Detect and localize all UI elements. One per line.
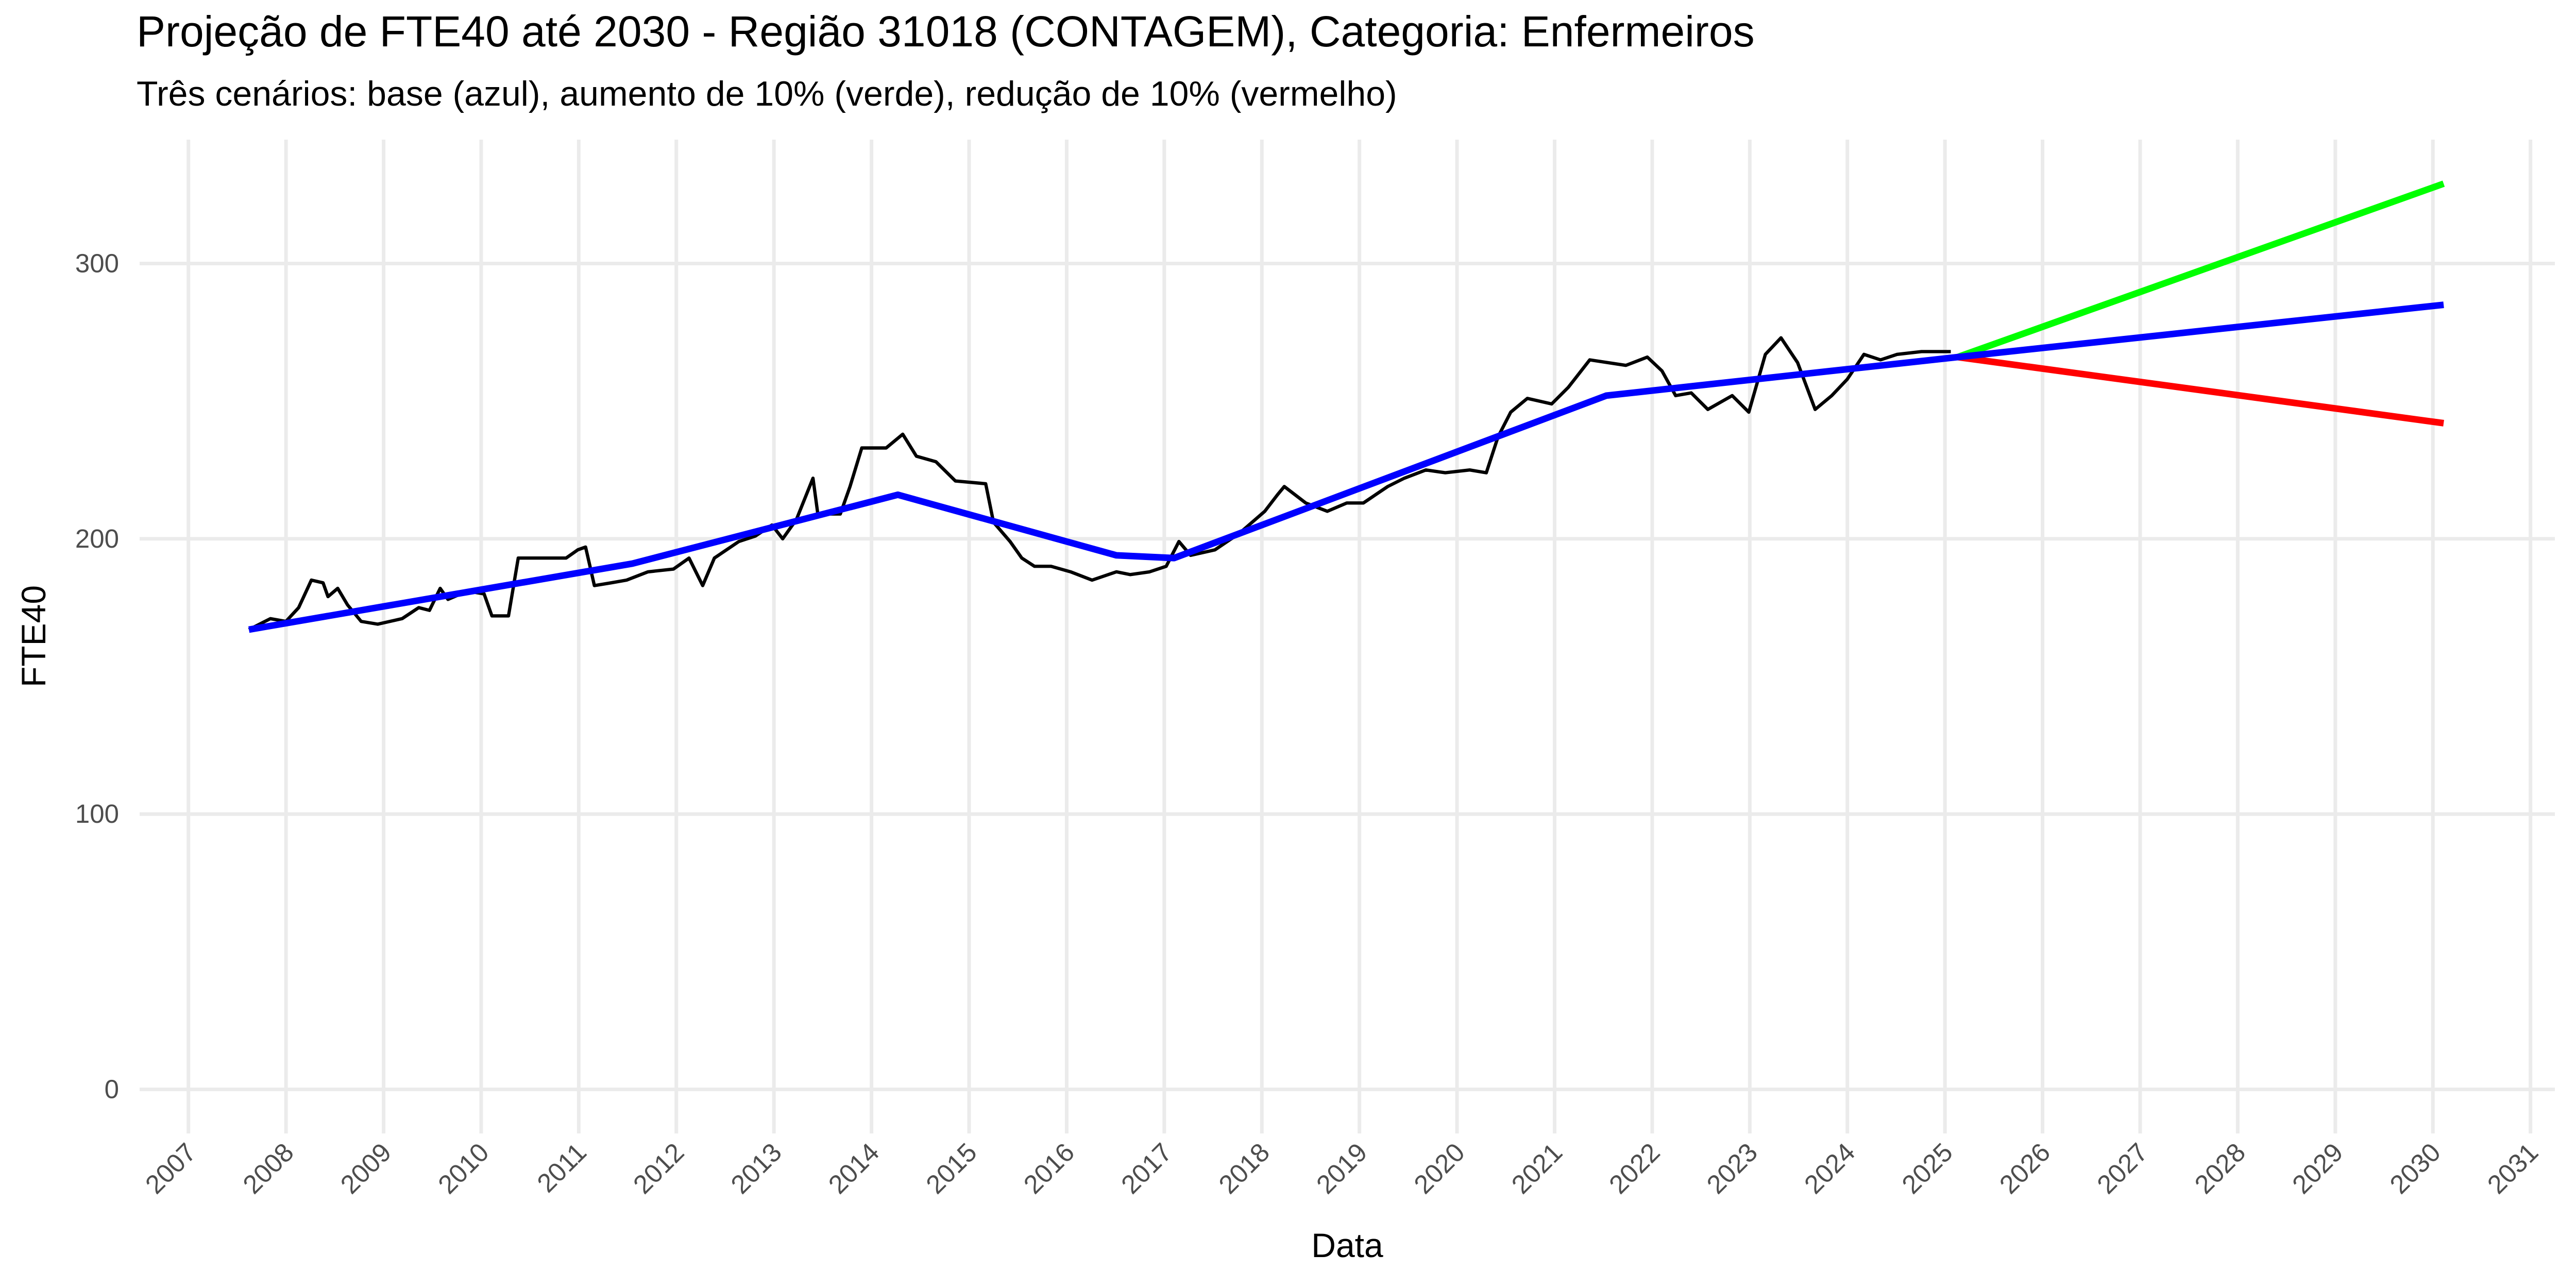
data-line	[1957, 353, 2444, 427]
y-tick-label: 300	[75, 248, 119, 278]
chart-subtitle: Três cenários: base (azul), aumento de 1…	[137, 74, 1397, 113]
y-axis-title: FTE40	[14, 585, 53, 687]
data-line	[248, 301, 2444, 633]
y-tick-label: 200	[75, 524, 119, 553]
y-tick-label: 100	[75, 799, 119, 828]
chart-title: Projeção de FTE40 até 2030 - Região 3101…	[137, 7, 1755, 56]
y-tick-label: 0	[105, 1075, 119, 1104]
x-axis-title: Data	[1311, 1226, 1383, 1264]
data-line	[1956, 180, 2445, 361]
